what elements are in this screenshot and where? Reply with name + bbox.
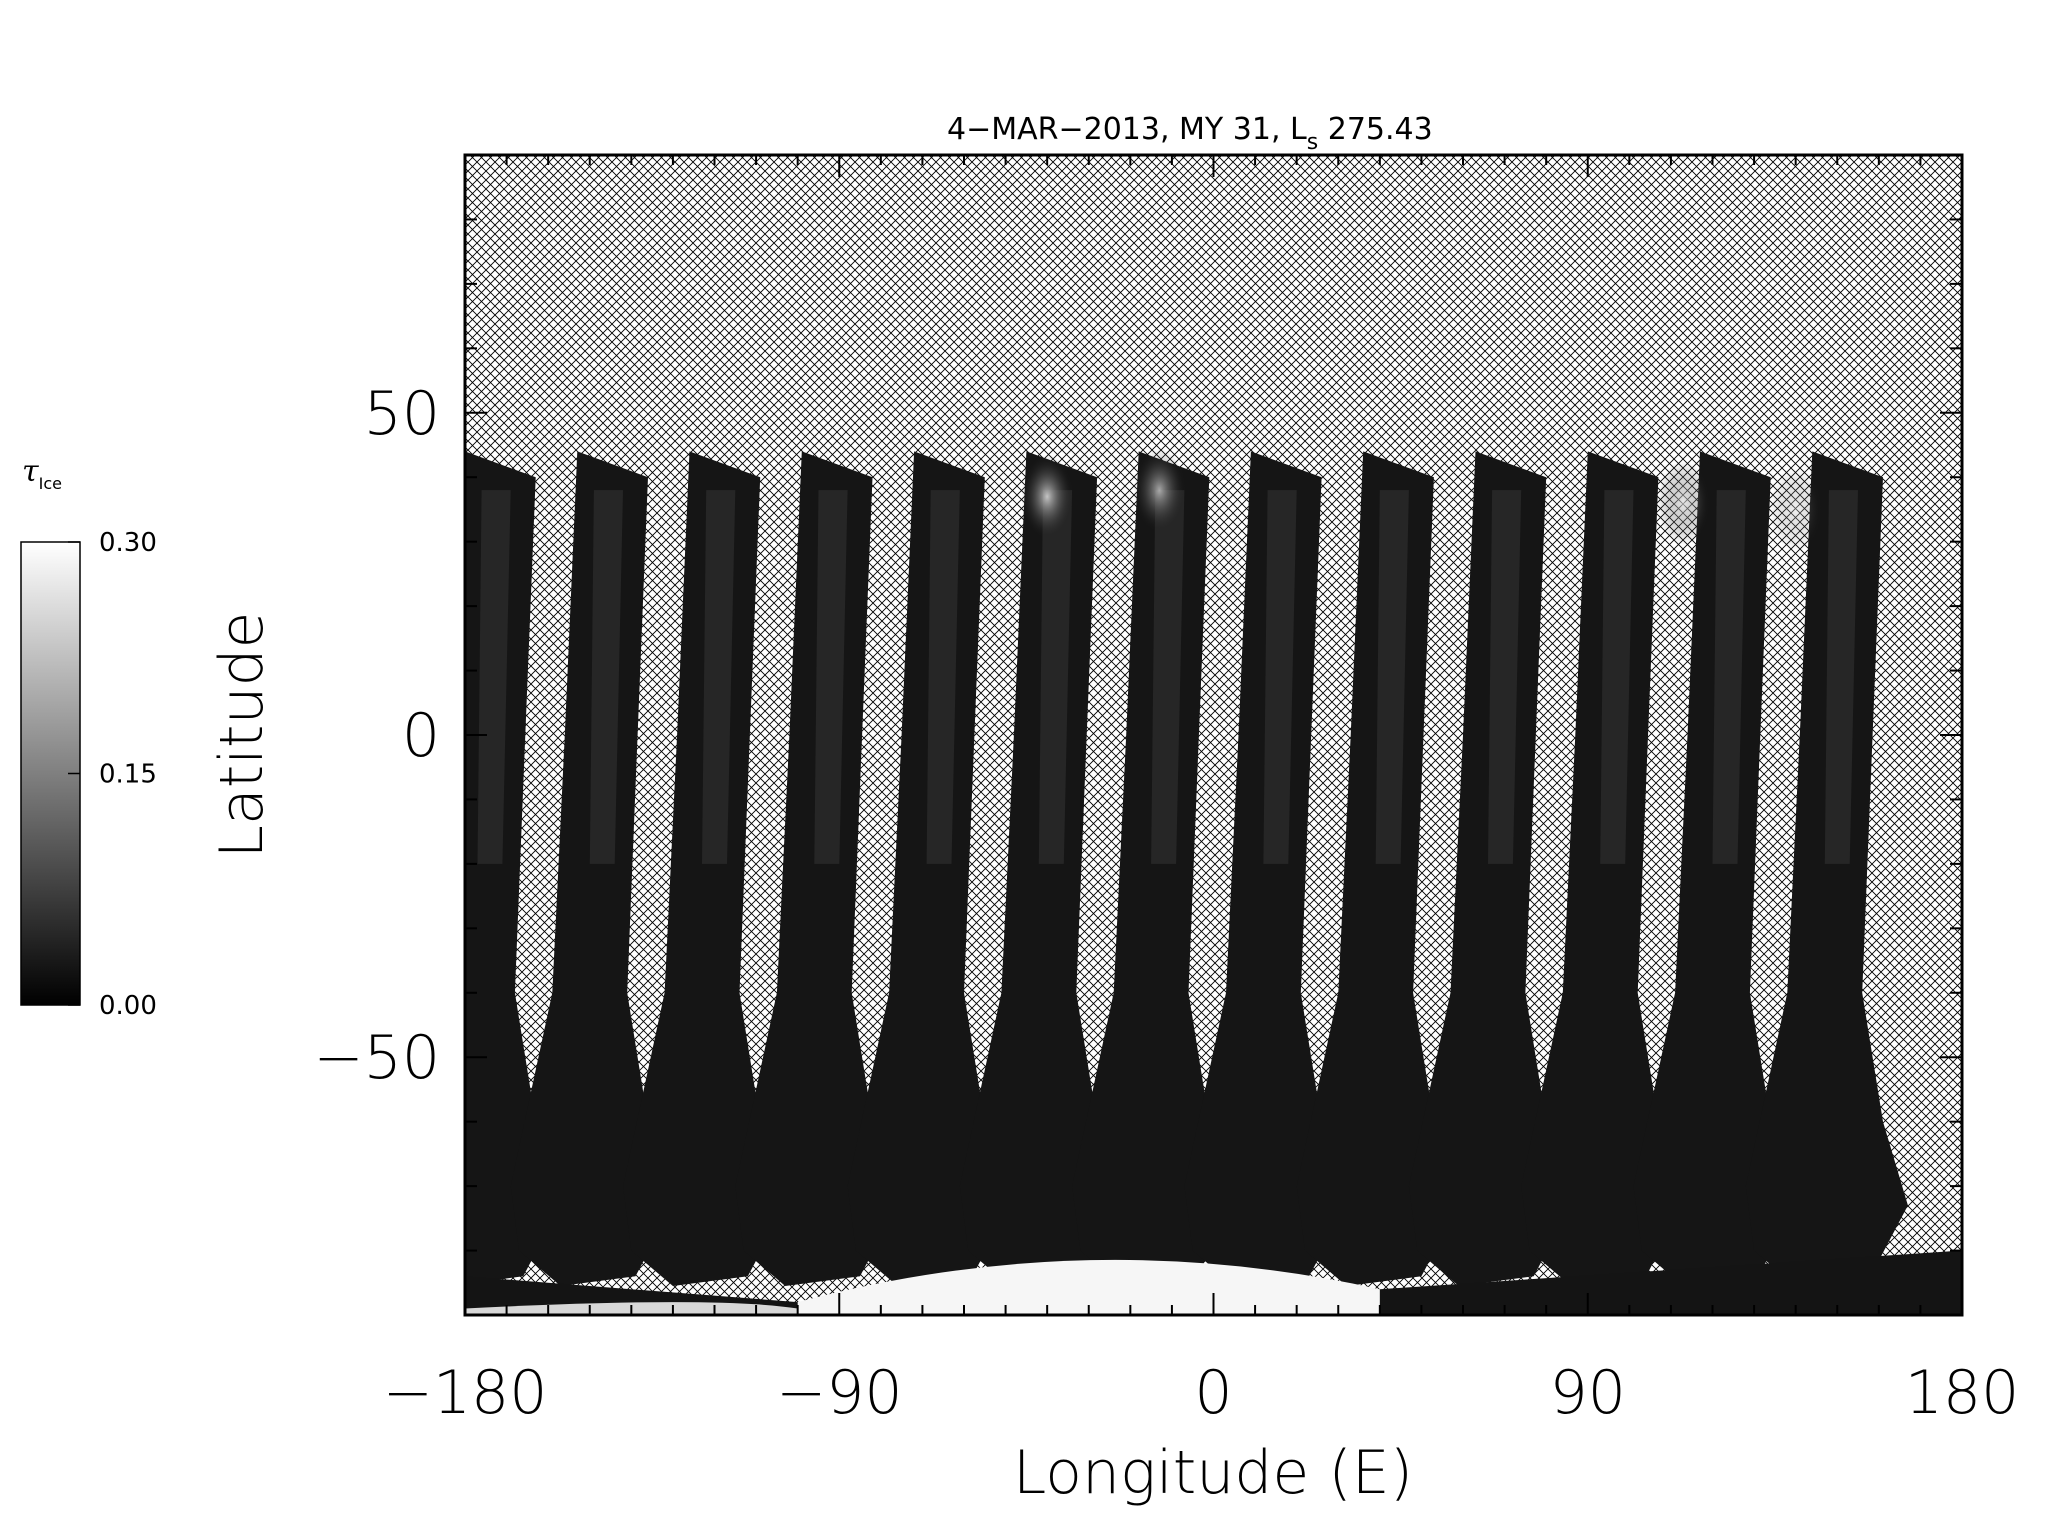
swath [1072,451,1235,1286]
swath-texture [1038,490,1073,864]
x-axis-label: Longitude (E) [1013,1438,1413,1508]
colorbar-tick-label: 0.30 [99,528,157,558]
y-tick-label: 0 [402,701,440,771]
swath [1633,451,1796,1286]
colorbar-title: τIce [22,454,62,493]
colorbar-tick-label: 0.15 [99,760,157,790]
swath [1745,451,1908,1286]
cloud-patch [1657,461,1710,545]
x-tick-label: −90 [776,1358,903,1428]
y-axis-label: Latitude [207,612,277,859]
chart-title: 4−MAR−2013, MY 31, Ls 275.43 [947,112,1433,155]
swath [623,451,786,1286]
swath [1408,451,1572,1286]
swath [510,451,673,1286]
colorbar-title-subscript: Ice [39,474,62,493]
x-tick-labels: −180 −90 0 90 180 [383,1358,2020,1428]
y-tick-label: −50 [313,1023,440,1093]
swath-texture [1375,490,1409,864]
x-tick-label: −180 [383,1358,548,1428]
swath [959,451,1122,1286]
swath [1184,451,1347,1286]
swath-texture [814,490,848,864]
swath-texture [926,490,960,864]
x-tick-label: 0 [1194,1358,1232,1428]
swath-texture [702,490,736,864]
swath-texture [1712,490,1746,864]
swath [847,451,1010,1286]
cloud-patch [1769,467,1822,552]
y-tick-label: 50 [364,379,440,449]
y-tick-labels: −50 0 50 [313,379,440,1093]
swath [735,451,898,1286]
title-tail: 275.43 [1318,112,1433,147]
colorbar-tick-label: 0.00 [99,991,157,1021]
x-tick-label: 90 [1550,1358,1626,1428]
swath-texture [1600,490,1634,864]
swath-texture [1263,490,1297,864]
swath-texture [477,490,511,864]
cloud-patch [1021,454,1074,539]
swath-texture [589,490,623,864]
swath-texture [1151,490,1185,864]
tick-marks [464,154,1963,1316]
colorbar-ticks: 0.00 0.15 0.30 [68,528,157,1021]
swath-texture [1824,490,1858,864]
x-tick-label: 180 [1905,1358,2020,1428]
swath-texture [1488,490,1522,864]
swath-layer [465,448,1962,1315]
swath [1521,451,1684,1286]
title-subscript: s [1307,130,1318,155]
cloud-patch [1133,448,1186,533]
swath [1296,451,1459,1286]
south-polar-cap [797,1259,1380,1315]
